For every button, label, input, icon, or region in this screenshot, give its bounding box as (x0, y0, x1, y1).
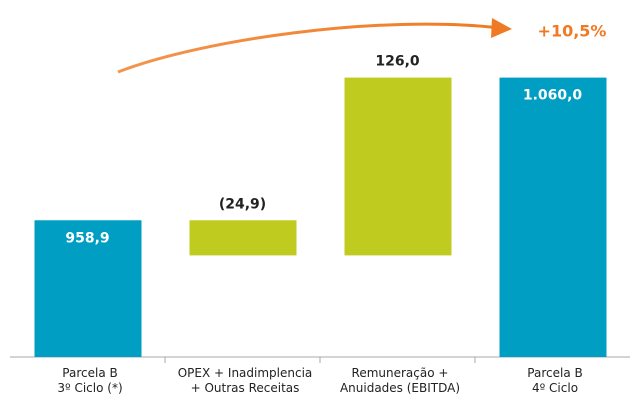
bar (344, 77, 452, 256)
value-label: 958,9 (65, 230, 109, 246)
bar (189, 220, 297, 256)
x-tick-label: Parcela B 3º Ciclo (*) (57, 366, 123, 395)
x-tick-label: Remuneração + Anuidades (EBITDA) (339, 366, 461, 395)
arrow-head (491, 18, 512, 38)
bar (34, 220, 142, 357)
x-tick-label: OPEX + Inadimplencia + Outras Receitas (177, 366, 313, 395)
value-label: (24,9) (219, 196, 266, 212)
growth-arrow (117, 22, 501, 74)
value-label: 1.060,0 (523, 88, 583, 104)
bar (499, 77, 607, 357)
value-label: 126,0 (375, 54, 420, 70)
x-tick-label: Parcela B 4º Ciclo (527, 366, 583, 395)
annotation: +10,5% (538, 22, 607, 41)
